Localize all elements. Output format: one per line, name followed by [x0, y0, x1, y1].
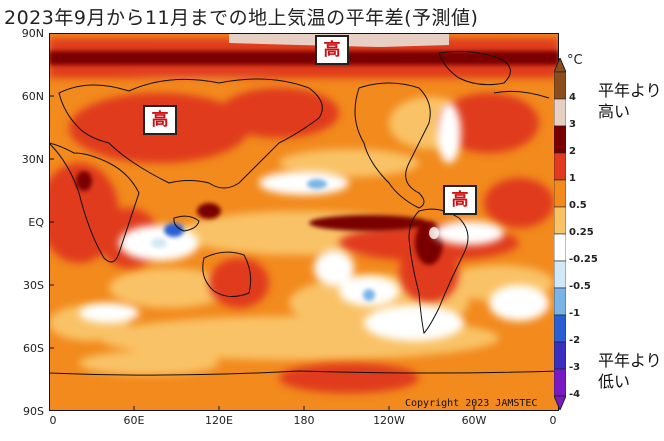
lon-tick-label: 0 — [549, 414, 557, 427]
lon-tick-label: 0 — [49, 414, 57, 427]
colorbar-tick-label: 3 — [569, 119, 576, 130]
colorbar — [554, 58, 566, 410]
lat-tick-label: 30N — [21, 153, 44, 166]
colorbar-segment — [554, 71, 566, 100]
map-title: 2023年9月から11月までの地上気温の平年差(予測値) — [4, 7, 479, 29]
colorbar-segment — [554, 152, 566, 181]
high-marker-south-america: 高 — [443, 185, 477, 215]
anomaly-below-normal-regions — [151, 179, 375, 301]
colorbar-segment — [554, 179, 566, 208]
lon-tick-label: 180 — [293, 414, 315, 427]
lat-tick-label: EQ — [28, 216, 44, 229]
lon-tick-label: 60E — [123, 414, 145, 427]
colorbar-segment — [554, 206, 566, 235]
lat-tick-label: 30S — [23, 279, 44, 292]
colorbar-tick-label: -0.25 — [569, 254, 598, 265]
colorbar-segment — [554, 260, 566, 289]
coastlines — [49, 50, 559, 376]
lon-tick-label: 60W — [461, 414, 487, 427]
high-marker-eurasia: 高 — [143, 105, 177, 135]
high-marker-arctic: 高 — [315, 35, 349, 65]
lat-tick-label: 90N — [21, 27, 44, 40]
legend-below-normal: 平年より低い — [598, 351, 662, 391]
lat-tick-label: 90S — [23, 405, 44, 418]
colorbar-tick-label: 1 — [569, 173, 576, 184]
temperature-anomaly-map — [49, 33, 559, 411]
colorbar-segment — [554, 368, 566, 397]
copyright-notice: Copyright 2023 JAMSTEC — [405, 398, 538, 409]
lat-tick-label: 60N — [21, 90, 44, 103]
colorbar-tick-label: 0.25 — [569, 227, 594, 238]
colorbar-segment — [554, 233, 566, 262]
colorbar-segment — [554, 125, 566, 154]
colorbar-segment — [554, 314, 566, 343]
colorbar-tick-label: 2 — [569, 146, 576, 157]
lat-tick-label: 60S — [23, 342, 44, 355]
colorbar-segment — [554, 287, 566, 316]
colorbar-tick-label: -3 — [569, 362, 581, 373]
legend-above-normal: 平年より高い — [598, 81, 662, 121]
anomaly-dark-red-regions — [49, 51, 559, 265]
lon-tick-label: 120W — [373, 414, 405, 427]
lon-tick-label: 120E — [205, 414, 233, 427]
colorbar-bottom-arrow — [554, 395, 566, 410]
colorbar-segment — [554, 98, 566, 127]
colorbar-tick-label: -4 — [569, 389, 581, 400]
colorbar-segment — [554, 341, 566, 370]
colorbar-tick-label: -1 — [569, 308, 581, 319]
colorbar-tick-label: -2 — [569, 335, 581, 346]
colorbar-tick-label: 4 — [569, 92, 576, 103]
colorbar-tick-label: 0.5 — [569, 200, 587, 211]
colorbar-tick-label: -0.5 — [569, 281, 591, 292]
colorbar-unit: °C — [567, 53, 583, 68]
colorbar-top-arrow — [554, 58, 566, 73]
